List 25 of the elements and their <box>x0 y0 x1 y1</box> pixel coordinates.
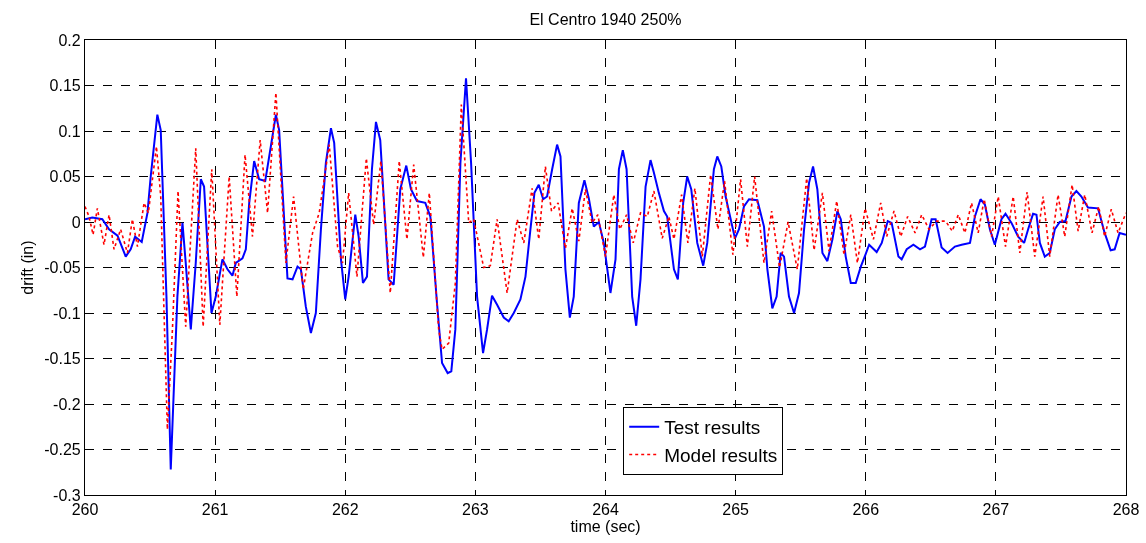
y-tick-label: -0.25 <box>44 441 81 459</box>
x-axis-title: time (sec) <box>570 518 641 536</box>
x-tick-label: 263 <box>462 501 489 519</box>
chart-title: El Centro 1940 250% <box>529 10 682 28</box>
y-tick-label: -0.1 <box>53 304 81 322</box>
x-tick-label: 266 <box>852 501 880 519</box>
y-axis-title: drift (in) <box>19 240 37 295</box>
x-tick-label: 262 <box>331 501 359 519</box>
x-tick-label: 265 <box>722 501 750 519</box>
x-tick-label: 264 <box>592 501 619 519</box>
y-tick-label: 0.1 <box>58 122 81 140</box>
x-tick-label: 260 <box>71 501 99 519</box>
legend-label: Test results <box>664 417 761 439</box>
y-tick-label: 0.2 <box>58 31 81 49</box>
x-tick-label: 268 <box>1112 501 1140 519</box>
y-tick-label: -0.3 <box>53 486 81 504</box>
y-tick-label: 0.15 <box>49 77 81 95</box>
y-tick-label: -0.15 <box>44 350 81 368</box>
y-tick-label: -0.2 <box>53 395 81 413</box>
y-tick-label: 0.05 <box>49 168 81 186</box>
x-tick-label: 267 <box>982 501 1010 519</box>
x-tick-label: 261 <box>201 501 229 519</box>
y-tick-label: -0.05 <box>44 259 81 277</box>
legend-label: Model results <box>664 444 778 466</box>
y-tick-label: 0 <box>71 213 81 231</box>
